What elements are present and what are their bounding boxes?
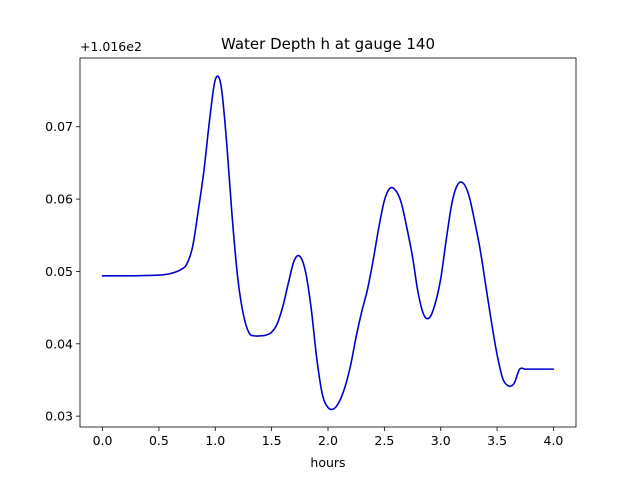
x-tick-label: 1.0 bbox=[205, 433, 225, 448]
x-tick-label: 0.5 bbox=[149, 433, 169, 448]
x-tick-label: 3.0 bbox=[431, 433, 451, 448]
x-tick-label: 2.5 bbox=[374, 433, 394, 448]
series-line bbox=[101, 75, 555, 411]
x-tick-label: 1.5 bbox=[262, 433, 282, 448]
y-tick-label: 0.04 bbox=[45, 336, 73, 351]
x-tick-label: 4.0 bbox=[544, 433, 564, 448]
x-tick-label: 3.5 bbox=[487, 433, 507, 448]
y-tick-label: 0.07 bbox=[45, 119, 73, 134]
x-tick-label: 0.0 bbox=[93, 433, 113, 448]
y-tick-label: 0.03 bbox=[45, 409, 73, 424]
x-axis-ticks: 0.0 0.5 1.0 1.5 2.0 2.5 3.0 3.5 4.0 bbox=[93, 427, 564, 448]
chart-title: Water Depth h at gauge 140 bbox=[221, 35, 435, 53]
x-axis-label: hours bbox=[310, 455, 345, 470]
y-axis-ticks: 0.03 0.04 0.05 0.06 0.07 bbox=[45, 119, 80, 424]
y-tick-label: 0.05 bbox=[45, 264, 73, 279]
x-tick-label: 2.0 bbox=[318, 433, 338, 448]
y-offset-label: +1.016e2 bbox=[80, 39, 142, 54]
plot-frame bbox=[79, 57, 577, 428]
y-tick-label: 0.06 bbox=[45, 192, 73, 207]
